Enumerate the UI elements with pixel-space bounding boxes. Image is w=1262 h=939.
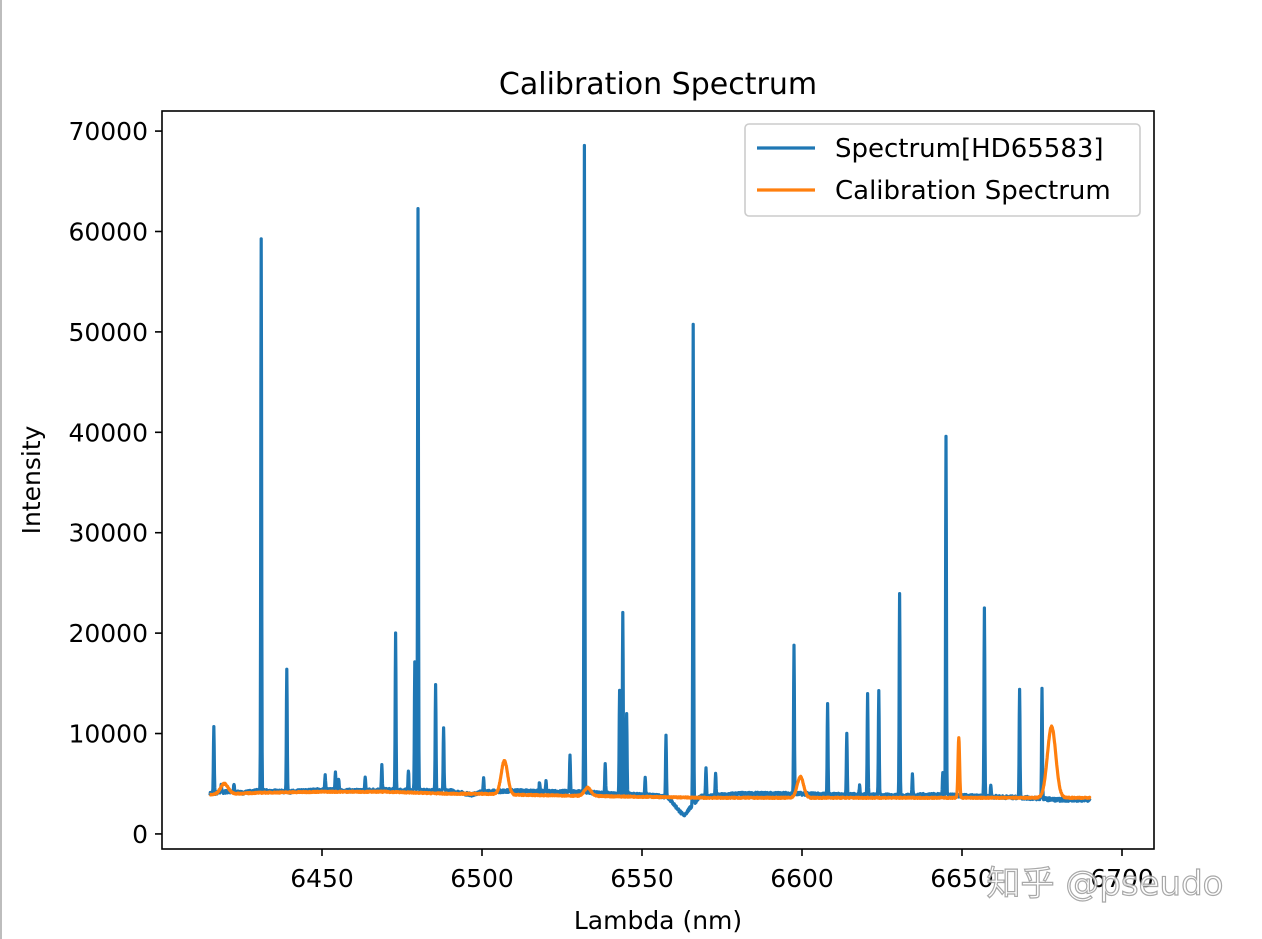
- series-line-spectrum: [208, 143, 1092, 818]
- y-tick-label: 20000: [68, 619, 148, 648]
- x-tick-label: 6700: [1090, 864, 1154, 893]
- y-tick-label: 30000: [68, 519, 148, 548]
- legend-box: [744, 123, 1141, 217]
- window-left-edge: [0, 0, 2, 939]
- x-tick-label: 6550: [610, 864, 674, 893]
- legend: Spectrum[HD65583] Calibration Spectrum: [744, 123, 1141, 217]
- x-tick-label: 6600: [770, 864, 834, 893]
- legend-label-spectrum: Spectrum[HD65583]: [835, 134, 1104, 164]
- series-line-calibration: [208, 724, 1092, 800]
- x-tick-label: 6650: [930, 864, 994, 893]
- x-tick-label: 6500: [450, 864, 514, 893]
- y-tick-label: 70000: [68, 117, 148, 146]
- watermark-text: 知乎 @pseudo: [987, 864, 1224, 904]
- y-tick-label: 40000: [68, 418, 148, 447]
- y-tick-label: 0: [132, 820, 148, 849]
- legend-label-calibration: Calibration Spectrum: [835, 176, 1111, 206]
- y-tick-label: 10000: [68, 720, 148, 749]
- x-axis-title: Lambda (nm): [574, 906, 742, 935]
- x-tick-label: 6450: [290, 864, 354, 893]
- y-tick-label: 50000: [68, 318, 148, 347]
- axes-frame: [161, 110, 1155, 850]
- y-tick-label: 60000: [68, 217, 148, 246]
- y-axis-title: Intensity: [17, 425, 46, 534]
- chart-title: Calibration Spectrum: [499, 67, 817, 102]
- plot-area: 6450 6500 6550 6600 6650 6700 0 10000 20000 30000…: [68, 110, 1155, 893]
